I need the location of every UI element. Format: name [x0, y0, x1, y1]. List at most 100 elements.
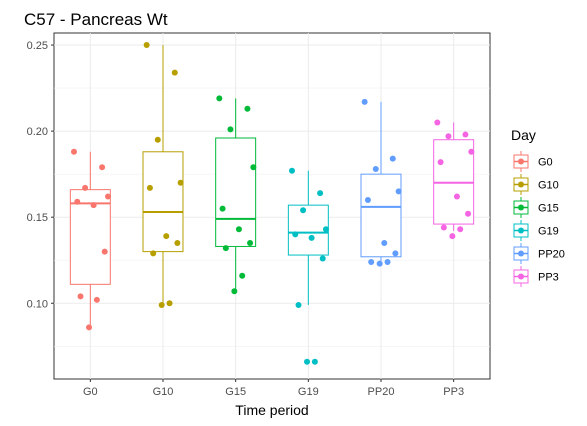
x-tick-label: G15: [225, 386, 246, 398]
legend-key-point: [518, 204, 524, 211]
legend-item-g10: G10: [511, 173, 559, 196]
data-point: [174, 240, 181, 247]
data-point: [384, 258, 391, 265]
box: [287, 204, 329, 256]
data-point: [288, 167, 295, 174]
data-point: [216, 95, 223, 102]
data-point: [364, 196, 371, 203]
box: [69, 189, 111, 285]
legend-item-g15: G15: [511, 196, 559, 219]
x-axis: G0 G10 G15 G19 PP20 PP3: [83, 379, 464, 398]
y-tick-label: 0.10: [27, 298, 48, 310]
data-point: [146, 184, 153, 191]
data-point: [395, 188, 402, 195]
x-axis-title: Time period: [235, 402, 308, 418]
data-point: [300, 207, 307, 214]
data-point: [90, 202, 97, 209]
data-point: [143, 42, 150, 49]
data-point: [74, 198, 81, 205]
data-point: [319, 255, 326, 262]
data-point: [244, 105, 251, 112]
data-point: [457, 226, 464, 233]
x-tick-label: PP3: [443, 386, 464, 398]
data-point: [222, 245, 229, 252]
legend-key-point: [518, 227, 524, 234]
legend-item-g19: G19: [511, 219, 559, 242]
data-point: [166, 300, 173, 307]
x-tick-label: G19: [298, 386, 319, 398]
points-g15: [216, 95, 257, 295]
data-point: [93, 296, 100, 303]
legend-title: Day: [511, 127, 536, 143]
x-tick-label: PP20: [368, 386, 395, 398]
data-point: [239, 272, 246, 279]
boxplot-g15: [215, 98, 257, 292]
x-tick-label: G10: [153, 386, 174, 398]
legend-key-point: [518, 181, 524, 188]
boxplot-pp3: [433, 122, 475, 231]
data-point: [295, 301, 302, 308]
data-point: [322, 226, 329, 233]
legend: Day G0 G10 G15 G19 PP20 PP3: [511, 127, 565, 288]
legend-item-pp20: PP20: [511, 242, 565, 265]
data-point: [434, 119, 441, 126]
data-point: [104, 193, 111, 200]
data-point: [219, 205, 226, 212]
legend-label: G0: [538, 157, 553, 169]
data-point: [101, 248, 108, 255]
legend-key-point: [518, 250, 524, 257]
legend-key-point: [518, 158, 524, 165]
y-tick-label: 0.15: [27, 212, 48, 224]
legend-label: G19: [538, 226, 559, 238]
y-axis: 0.10 0.15 0.20 0.25: [27, 40, 54, 310]
data-point: [437, 159, 444, 166]
legend-label: PP20: [538, 249, 565, 261]
plot-panel: [53, 32, 491, 380]
data-point: [317, 190, 324, 197]
x-tick-label: G0: [83, 386, 98, 398]
data-points: [70, 42, 475, 365]
data-point: [99, 164, 106, 171]
legend-label: G15: [538, 203, 559, 215]
box: [215, 137, 257, 247]
data-point: [389, 155, 396, 162]
data-point: [453, 193, 460, 200]
data-point: [250, 164, 257, 171]
data-point: [163, 233, 170, 240]
data-point: [158, 301, 165, 308]
data-point: [368, 258, 375, 265]
boxplot-pp20: [360, 101, 402, 262]
data-point: [82, 184, 89, 191]
data-point: [468, 148, 475, 155]
data-point: [247, 240, 254, 247]
y-tick-label: 0.25: [27, 40, 48, 52]
data-point: [308, 234, 315, 241]
data-point: [462, 131, 469, 138]
legend-label: G10: [538, 180, 559, 192]
legend-items: G0 G10 G15 G19 PP20 PP3: [511, 150, 565, 288]
data-point: [227, 126, 234, 133]
legend-label: PP3: [538, 272, 559, 284]
data-point: [465, 210, 472, 217]
points-g19: [288, 167, 329, 365]
data-point: [361, 98, 368, 105]
legend-item-g0: G0: [511, 150, 553, 173]
data-point: [177, 179, 184, 186]
data-point: [311, 358, 318, 365]
boxplots: [69, 45, 475, 328]
data-point: [381, 240, 388, 247]
data-point: [445, 133, 452, 140]
box: [142, 151, 184, 253]
data-point: [231, 288, 238, 295]
boxplot-g10: [142, 45, 184, 304]
data-point: [235, 226, 242, 233]
data-point: [70, 148, 77, 155]
data-point: [449, 233, 456, 240]
data-point: [292, 231, 299, 238]
boxplot-g19: [287, 170, 329, 305]
data-point: [376, 260, 383, 267]
points-pp3: [434, 119, 475, 240]
points-pp20: [361, 98, 402, 267]
data-point: [171, 69, 178, 76]
